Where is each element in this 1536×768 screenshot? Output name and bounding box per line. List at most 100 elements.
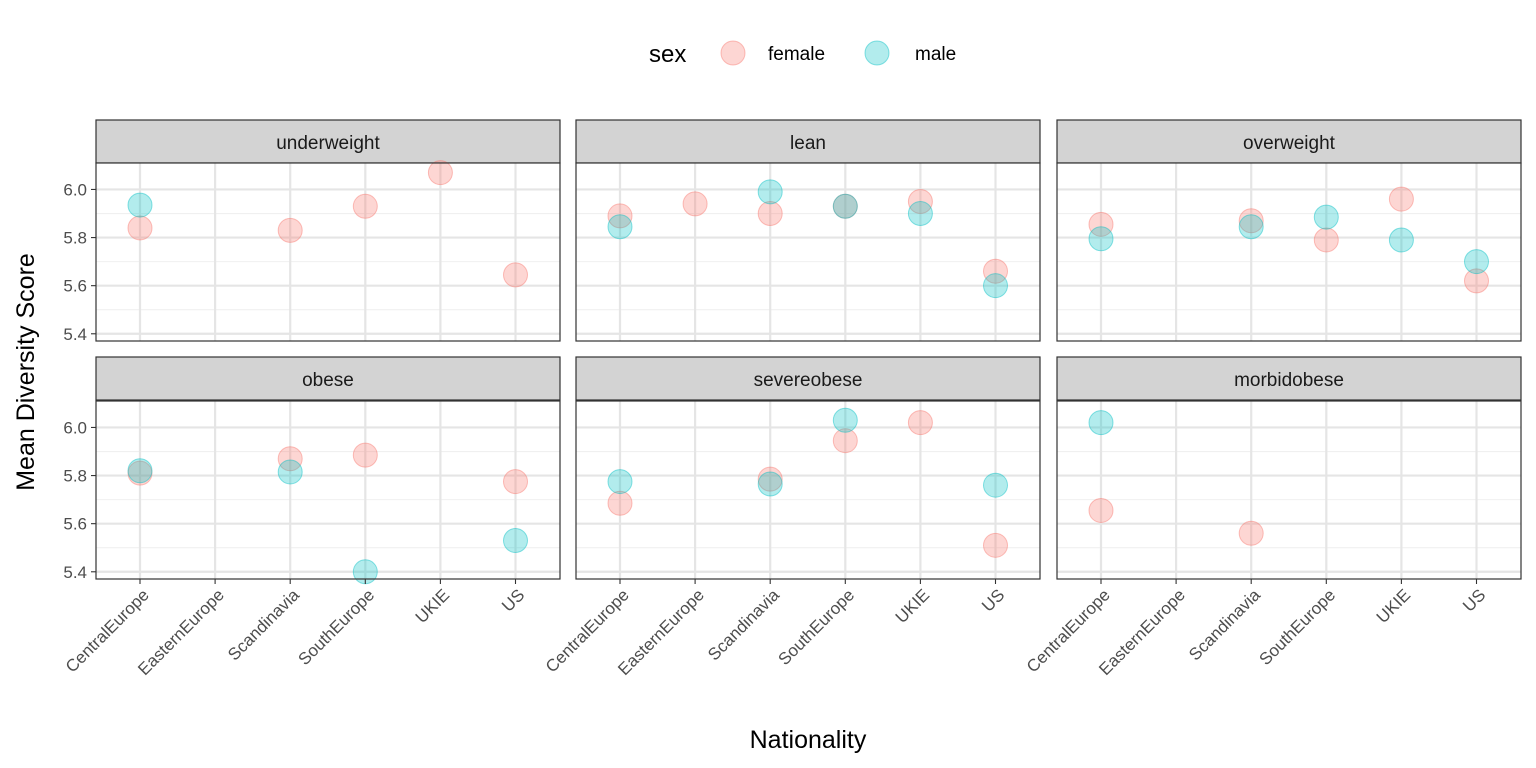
point-female-centraleurope [1088,497,1114,523]
point-female-us [1464,268,1489,294]
point-female-us [503,262,528,288]
y-tick-label: 6.0 [63,180,87,199]
point-female-centraleurope [607,203,633,229]
point-female-scandinavia [277,217,303,243]
legend-key-male [864,40,890,66]
point-female-us [983,532,1008,558]
point-female-scandinavia [1238,208,1264,234]
panel-lean: lean [575,119,1041,342]
point-female-centraleurope [127,460,153,486]
y-tick-label: 5.4 [63,563,87,582]
strip-underweight [95,119,561,164]
y-axis-title: Mean Diversity Score [12,253,40,491]
panel-border-severeobese [575,400,1041,580]
x-tick-label-scandinavia: Scandinavia [224,585,303,664]
legend-label-female: female [768,44,825,65]
point-male-us [503,528,528,554]
point-male-centraleurope [1088,410,1114,436]
point-female-scandinavia [277,446,303,472]
panel-border-overweight [1056,162,1522,342]
panel-background-overweight [1057,163,1521,341]
point-female-centraleurope [127,215,153,241]
point-male-us [983,273,1008,299]
strip-overweight [1056,119,1522,164]
panel-background-obese [96,401,560,579]
panel-morbidobese: morbidobeseCentralEuropeEasternEuropeSca… [1023,356,1522,679]
strip-label-severeobese: severeobese [754,370,863,391]
strip-label-lean: lean [790,133,826,154]
panel-border-morbidobese [1056,400,1522,580]
point-female-southeurope [1313,227,1339,253]
point-female-ukie [1388,186,1414,212]
point-female-scandinavia [757,201,783,227]
point-male-southeurope [1313,204,1339,230]
panel-background-lean [576,163,1040,341]
point-female-scandinavia [1238,520,1264,546]
y-tick-label: 5.6 [63,277,87,296]
y-tick-label: 5.8 [63,467,87,486]
point-male-southeurope [832,407,858,433]
panel-border-obese [95,400,561,580]
panel-background-morbidobese [1057,401,1521,579]
point-female-southeurope [352,442,378,468]
legend-label-male: male [915,44,956,65]
point-male-scandinavia [1238,214,1264,240]
point-male-us [983,472,1008,498]
strip-label-underweight: underweight [276,133,380,154]
x-tick-label-us: US [1459,585,1489,615]
point-female-southeurope [832,193,858,219]
point-male-centraleurope [607,469,633,495]
y-tick-label: 5.8 [63,229,87,248]
panel-severeobese: severeobeseCentralEuropeEasternEuropeSca… [542,356,1041,679]
x-tick-label-us: US [498,585,528,615]
x-tick-label-ukie: UKIE [1373,585,1414,626]
panel-overweight: overweight [1056,119,1522,342]
strip-morbidobese [1056,356,1522,401]
facet-panels: underweight 5.4 5.6 5.8 6.0 lean overweight obe… [62,119,1522,679]
panel-background-underweight [96,163,560,341]
x-tick-label-us: US [978,585,1008,615]
point-male-centraleurope [127,192,153,218]
legend: sex female male [649,40,956,68]
point-female-southeurope [352,193,378,219]
x-tick-label-southeurope: SouthEurope [1256,585,1340,669]
point-female-ukie [907,188,933,214]
x-tick-label-scandinavia: Scandinavia [704,585,783,664]
point-male-southeurope [832,193,858,219]
point-male-us [1464,249,1489,275]
panel-obese: obese5.45.65.86.0CentralEuropeEasternEur… [62,356,561,679]
strip-label-obese: obese [302,370,354,391]
strip-obese [95,356,561,401]
point-female-scandinavia [757,466,783,492]
point-male-centraleurope [1088,226,1114,252]
point-female-ukie [907,410,933,436]
panel-background-severeobese [576,401,1040,579]
strip-severeobese [575,356,1041,401]
x-tick-label-ukie: UKIE [412,585,453,626]
y-tick-label: 6.0 [63,418,87,437]
point-female-us [983,258,1008,284]
point-male-scandinavia [277,459,303,485]
legend-title: sex [649,41,686,68]
point-female-centraleurope [607,490,633,516]
x-axis-title: Nationality [750,726,867,754]
y-tick-label: 5.4 [63,325,87,344]
point-male-centraleurope [607,214,633,240]
x-tick-label-southeurope: SouthEurope [775,585,859,669]
panel-underweight: underweight 5.4 5.6 5.8 6.0 [63,119,561,344]
point-female-southeurope [832,428,858,454]
point-male-ukie [1388,227,1414,253]
point-male-scandinavia [757,179,783,205]
point-female-ukie [427,160,453,186]
legend-key-female [720,40,746,66]
panel-border-lean [575,162,1041,342]
point-male-ukie [907,201,933,227]
x-tick-label-southeurope: SouthEurope [295,585,379,669]
point-female-centraleurope [1088,211,1114,237]
x-tick-label-ukie: UKIE [892,585,933,626]
point-female-us [503,469,528,495]
y-tick-label: 5.6 [63,515,87,534]
point-male-scandinavia [757,471,783,497]
